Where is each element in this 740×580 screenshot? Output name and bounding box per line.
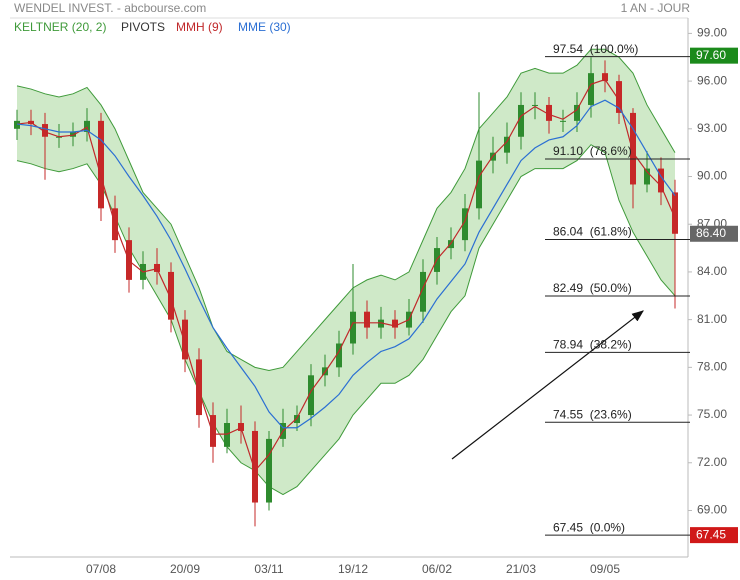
fib-label: 97.54 (100.0%)	[553, 42, 638, 56]
candle-body	[602, 73, 608, 82]
price-marker-label: 97.60	[696, 48, 726, 62]
y-tick-label: 72.00	[697, 455, 727, 469]
x-tick-label: 09/05	[590, 562, 620, 576]
y-tick-label: 75.00	[697, 407, 727, 421]
trend-arrow	[451, 310, 644, 460]
candle-body	[658, 168, 664, 193]
candle-body	[392, 319, 398, 328]
candle-body	[336, 343, 342, 368]
price-marker-label: 67.45	[696, 527, 726, 541]
candle-body	[154, 263, 160, 272]
chart-title: WENDEL INVEST. - abcbourse.com	[14, 1, 206, 15]
candle-body	[364, 311, 370, 328]
keltner-upper	[16, 48, 676, 372]
legend-entry: PIVOTS	[121, 20, 165, 34]
y-tick-label: 81.00	[697, 312, 727, 326]
candle-body	[518, 104, 524, 137]
candle-body	[462, 208, 468, 241]
candle-body	[644, 168, 650, 185]
candle-body	[238, 423, 244, 431]
legend-entry: MMH (9)	[176, 20, 223, 34]
y-tick-label: 96.00	[697, 73, 727, 87]
candle-body	[168, 271, 174, 320]
x-tick-label: 21/03	[506, 562, 536, 576]
fib-label: 91.10 (78.6%)	[553, 144, 632, 158]
candle-body	[476, 160, 482, 209]
candle-body	[308, 375, 314, 416]
fib-label: 82.49 (50.0%)	[553, 281, 632, 295]
candle-body	[504, 136, 510, 153]
legend-entry: KELTNER (20, 2)	[14, 20, 106, 34]
price-marker	[690, 47, 738, 64]
candle-body	[616, 81, 622, 113]
indicator-line	[16, 78, 676, 472]
candle-body	[420, 271, 426, 312]
candle-body	[196, 359, 202, 416]
candle-body	[560, 120, 566, 122]
candle-body	[84, 120, 90, 132]
y-tick-label: 78.00	[697, 360, 727, 374]
candle-body	[588, 73, 594, 105]
fib-label: 86.04 (61.8%)	[553, 225, 632, 239]
legend-entry: MME (30)	[238, 20, 291, 34]
y-tick-label: 99.00	[697, 26, 727, 40]
candle-body	[546, 104, 552, 121]
x-tick-label: 07/08	[86, 562, 116, 576]
x-tick-label: 19/12	[338, 562, 368, 576]
candle-body	[70, 131, 76, 137]
candle-body	[14, 120, 20, 129]
y-tick-label: 69.00	[697, 503, 727, 517]
indicator-line	[16, 99, 676, 429]
x-tick-label: 03/11	[254, 562, 283, 576]
fib-label: 74.55 (23.6%)	[553, 407, 632, 421]
fib-label: 67.45 (0.0%)	[553, 520, 625, 534]
candle-body	[98, 120, 104, 209]
candle-body	[252, 430, 258, 503]
candle-body	[224, 423, 230, 447]
candle-body	[42, 124, 48, 137]
candle-body	[574, 104, 580, 121]
y-tick-label: 93.00	[697, 121, 727, 135]
price-marker	[690, 527, 738, 544]
candle-body	[210, 415, 216, 447]
y-tick-label: 84.00	[697, 264, 727, 278]
candle-body	[672, 192, 678, 234]
price-marker	[690, 225, 738, 242]
keltner-fill	[17, 49, 675, 495]
price-marker-label: 86.40	[696, 226, 726, 240]
x-tick-label: 06/02	[422, 562, 452, 576]
period-label: 1 AN - JOUR	[621, 1, 691, 15]
candle-body	[378, 319, 384, 328]
candle-body	[630, 112, 636, 185]
x-tick-label: 20/09	[170, 562, 200, 576]
candle-body	[182, 319, 188, 360]
fib-label: 78.94 (38.2%)	[553, 338, 632, 352]
candle-body	[266, 438, 272, 503]
y-tick-label: 90.00	[697, 169, 727, 183]
candle-body	[350, 311, 356, 344]
candle-body	[532, 104, 538, 106]
